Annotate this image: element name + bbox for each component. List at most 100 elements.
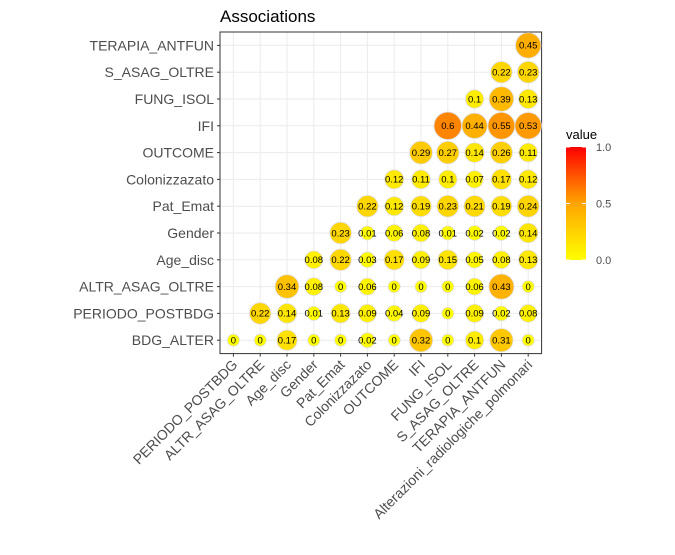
cell-label: 0 <box>526 282 531 293</box>
cell-label: 0 <box>392 282 397 293</box>
cell-label: 0.02 <box>465 228 484 239</box>
cell-label: 0.09 <box>465 309 484 320</box>
cell-circle-Pat_Emat-Colonizzazato <box>356 195 379 218</box>
panel-border <box>219 31 543 355</box>
cell-circle-FUNG_ISOL-TERAPIA_ANTFUN <box>488 86 515 112</box>
legend-tick-label: 0.5 <box>596 199 611 211</box>
cell-label: 0.22 <box>251 309 270 320</box>
cell-label: 0.08 <box>412 228 431 239</box>
cell-circle-Age_disc-Gender <box>304 250 324 270</box>
cell-label: 0.6 <box>441 121 454 132</box>
x-axis-labels: PERIODO_POSTBDGALTR_ASAG_OLTREAge_discGe… <box>130 353 535 522</box>
cell-label: 0.43 <box>492 282 511 293</box>
cell-label: 0 <box>445 282 450 293</box>
cell-circle-PERIODO_POSTBDG-IFI <box>411 303 431 323</box>
cell-label: 0.14 <box>465 148 484 159</box>
cell-label: 0 <box>445 309 450 320</box>
cell-label: 0.32 <box>412 336 431 347</box>
cell-label: 0.12 <box>385 175 404 186</box>
cell-circle-OUTCOME-FUNG_ISOL <box>436 141 460 165</box>
cell-label: 0.21 <box>465 202 484 213</box>
cell-label: 0.13 <box>519 94 538 105</box>
cell-label: 0 <box>258 336 263 347</box>
legend-colorbar <box>566 147 586 260</box>
cell-circle-ALTR_ASAG_OLTRE-OUTCOME <box>387 280 401 294</box>
cell-label: 0 <box>311 336 316 347</box>
cell-circle-FUNG_ISOL-Alterazioni_radiologiche_polmonari <box>518 88 539 110</box>
cell-label: 0.09 <box>412 255 431 266</box>
cell-circle-TERAPIA_ANTFUN-Alterazioni_radiologiche_polmonari <box>515 32 542 59</box>
cell-label: 0.09 <box>412 309 431 320</box>
cell-circle-Colonizzazato-TERAPIA_ANTFUN <box>490 168 512 190</box>
cell-label: 0.39 <box>492 94 511 105</box>
cell-circle-Colonizzazato-IFI <box>411 169 431 190</box>
cell-label: 0.02 <box>492 228 511 239</box>
cell-label: 0.17 <box>492 175 511 186</box>
cell-circle-BDG_ALTER-OUTCOME <box>387 333 401 347</box>
cell-label: 0.03 <box>358 255 377 266</box>
cell-circle-Age_disc-OUTCOME <box>383 249 405 271</box>
cell-label: 0.23 <box>439 202 458 213</box>
y-tick-label: Age_disc <box>156 252 214 268</box>
cell-label: 0.11 <box>412 175 430 186</box>
cell-circle-BDG_ALTER-Pat_Emat <box>334 333 348 347</box>
cell-label: 0.06 <box>358 282 377 293</box>
panel-background <box>220 32 542 354</box>
cell-circle-PERIODO_POSTBDG-Pat_Emat <box>330 303 351 324</box>
color-legend: value 0.0 0.5 1.0 <box>566 127 611 267</box>
cell-label: 0.17 <box>385 255 404 266</box>
cell-circle-ALTR_ASAG_OLTRE-Gender <box>304 277 324 296</box>
plot-panel <box>219 31 543 355</box>
cell-circle-Colonizzazato-FUNG_ISOL <box>438 169 458 189</box>
cell-circle-Age_disc-Pat_Emat <box>329 248 352 271</box>
cell-label: 0.27 <box>439 148 458 159</box>
cell-circle-ALTR_ASAG_OLTRE-Alterazioni_radiologiche_polmonari <box>521 280 535 294</box>
cell-circle-PERIODO_POSTBDG-FUNG_ISOL <box>441 306 455 320</box>
cell-circle-ALTR_ASAG_OLTRE-Pat_Emat <box>334 280 348 294</box>
cell-label: 0.08 <box>519 309 538 320</box>
cell-circle-BDG_ALTER-ALTR_ASAG_OLTRE <box>253 333 267 347</box>
cell-label: 0.23 <box>331 228 350 239</box>
cell-circle-Pat_Emat-FUNG_ISOL <box>436 194 460 218</box>
cell-circle-OUTCOME-S_ASAG_OLTRE <box>464 142 485 163</box>
cell-label: 0.08 <box>305 282 324 293</box>
chart-title: Associations <box>220 7 315 26</box>
cell-label: 0.24 <box>519 202 538 213</box>
cell-circle-Age_disc-Alterazioni_radiologiche_polmonari <box>518 249 539 270</box>
cell-label: 0.07 <box>465 175 484 186</box>
cell-circle-Gender-FUNG_ISOL <box>440 225 456 241</box>
cell-circle-PERIODO_POSTBDG-Age_disc <box>276 303 298 324</box>
cell-circle-BDG_ALTER-Alterazioni_radiologiche_polmonari <box>521 333 535 347</box>
cell-label: 0.22 <box>331 255 350 266</box>
cell-circle-Colonizzazato-OUTCOME <box>384 169 405 190</box>
cell-label: 0.06 <box>465 282 484 293</box>
y-tick-label: Pat_Emat <box>153 198 215 214</box>
cell-circle-IFI-S_ASAG_OLTRE <box>461 112 488 139</box>
cell-label: 0.22 <box>492 68 511 79</box>
cell-label: 0.14 <box>519 228 538 239</box>
y-tick-label: S_ASAG_OLTRE <box>105 64 214 80</box>
cell-circle-PERIODO_POSTBDG-ALTR_ASAG_OLTRE <box>249 302 272 325</box>
cell-label: 0.01 <box>439 228 458 239</box>
y-tick-label: Gender <box>167 225 214 241</box>
y-tick-label: Colonizzazato <box>126 171 214 187</box>
cell-circle-PERIODO_POSTBDG-Colonizzazato <box>357 303 377 323</box>
cell-label: 0 <box>418 282 423 293</box>
cell-label: 0.02 <box>358 336 377 347</box>
cell-circle-S_ASAG_OLTRE-TERAPIA_ANTFUN <box>490 61 513 84</box>
cell-circle-Pat_Emat-TERAPIA_ANTFUN <box>490 195 513 217</box>
y-tick-label: FUNG_ISOL <box>135 91 215 107</box>
y-tick-label: BDG_ALTER <box>132 332 214 348</box>
heatmap-cells: 0 0 0.17 0 0 0.02 0 0.32 0 0.1 0.31 0 0.22 0.14 0.01 0.… <box>226 32 542 353</box>
cell-circle-Pat_Emat-S_ASAG_OLTRE <box>463 195 486 218</box>
cell-circle-Pat_Emat-Alterazioni_radiologiche_polmonari <box>516 194 540 218</box>
cell-label: 0.45 <box>519 41 538 52</box>
cell-label: 0.17 <box>278 336 297 347</box>
cell-label: 0.06 <box>385 228 404 239</box>
cell-label: 0.12 <box>519 175 538 186</box>
cell-circle-ALTR_ASAG_OLTRE-TERAPIA_ANTFUN <box>488 273 515 300</box>
cell-label: 0.26 <box>492 148 511 159</box>
cell-label: 0.1 <box>468 336 481 347</box>
cell-label: 0.12 <box>385 202 404 213</box>
